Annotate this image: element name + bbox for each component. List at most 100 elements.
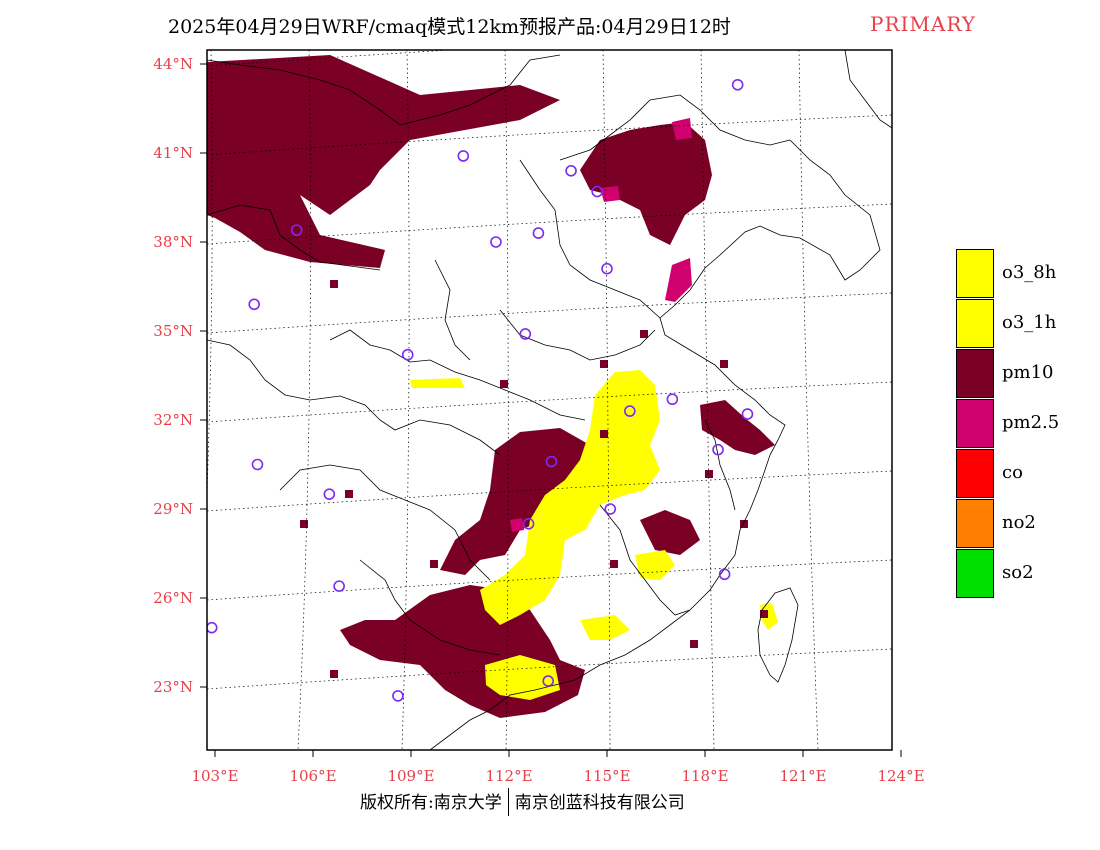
- longitude-line: [897, 50, 922, 750]
- station-marker: [333, 580, 345, 592]
- boundary-line: [844, 50, 892, 129]
- legend-label: o3_8h: [1002, 262, 1057, 283]
- boundary-line: [207, 204, 381, 271]
- legend-item: pm2.5: [956, 399, 1096, 449]
- o3-region: [580, 615, 630, 640]
- axis-labels: 44°N 41°N 38°N 35°N 32°N 29°N 26°N 23°N 103°E 106…: [153, 55, 924, 785]
- legend-label: pm2.5: [1002, 412, 1060, 433]
- graticule: [207, 50, 922, 750]
- boundary-line: [519, 159, 661, 319]
- station-marker: [251, 458, 264, 471]
- pm10-pixel: [430, 560, 438, 568]
- boundary-line: [279, 464, 491, 581]
- station-marker: [290, 224, 303, 236]
- legend-item: no2: [956, 499, 1096, 549]
- pm10-region: [207, 55, 560, 268]
- map-title: 2025年04月29日WRF/cmaq模式12km预报产品:04月29日12时: [168, 16, 731, 38]
- longitude-line: [297, 50, 311, 750]
- lat-label: 23°N: [153, 678, 193, 696]
- pm10-pixel: [690, 640, 698, 648]
- boundary-line: [429, 139, 881, 750]
- pm10-pixel: [330, 280, 338, 288]
- longitude-line: [207, 50, 213, 502]
- legend-label: no2: [1002, 512, 1036, 533]
- legend-swatch: [956, 449, 994, 498]
- pm10-pixel: [610, 560, 618, 568]
- station-marker: [545, 455, 558, 468]
- pm10-pixel: [720, 360, 728, 368]
- pollutant-legend: o3_8h o3_1h pm10 pm2.5 co no2 so2: [956, 249, 1096, 599]
- station-marker: [731, 78, 744, 91]
- legend-swatch: [956, 299, 994, 348]
- o3-region: [410, 378, 465, 388]
- boundary-line: [329, 329, 586, 421]
- boundary-line: [599, 504, 691, 616]
- pm10-region: [640, 510, 700, 555]
- legend-swatch: [956, 499, 994, 548]
- lat-label: 35°N: [153, 322, 193, 340]
- pm10-pixel: [330, 670, 338, 678]
- station-marker: [624, 405, 636, 417]
- latitude-line: [207, 203, 892, 245]
- lat-label: 26°N: [153, 589, 193, 607]
- longitude-line: [401, 50, 410, 750]
- o3-region: [760, 603, 778, 630]
- station-marker: [741, 408, 754, 420]
- pm10-pixel: [705, 470, 713, 478]
- lon-label: 115°E: [583, 767, 630, 785]
- latitude-line: [207, 470, 892, 512]
- copyright-right: 南京创蓝科技有限公司: [514, 793, 685, 813]
- boundary-line: [434, 259, 471, 361]
- boundary-line: [207, 54, 561, 126]
- boundary-layer: [207, 50, 892, 750]
- lat-label: 38°N: [153, 233, 193, 251]
- lon-label: 118°E: [681, 767, 728, 785]
- boundary-line: [757, 587, 799, 683]
- legend-item: pm10: [956, 349, 1096, 399]
- station-marker: [565, 165, 577, 177]
- longitude-line: [504, 50, 509, 750]
- station-marker: [522, 518, 535, 530]
- boundary-line: [559, 94, 791, 161]
- legend-item: co: [956, 449, 1096, 499]
- latitude-line: [207, 648, 892, 690]
- station-marker: [323, 488, 336, 500]
- pollution-layer: [207, 55, 778, 718]
- footer-divider: [507, 788, 509, 816]
- pm10-region: [580, 122, 712, 245]
- longitude-line: [602, 50, 611, 750]
- lat-label: 41°N: [153, 144, 193, 162]
- lon-label: 121°E: [779, 767, 826, 785]
- lat-label: 29°N: [153, 500, 193, 518]
- legend-item: o3_1h: [956, 299, 1096, 349]
- pm10-pixel: [500, 380, 508, 388]
- lon-label: 109°E: [387, 767, 434, 785]
- legend-swatch: [956, 399, 994, 448]
- pm10-region: [700, 400, 775, 455]
- pm10-pixel: [760, 610, 768, 618]
- pm25-region: [672, 118, 692, 140]
- pm10-pixel: [520, 450, 528, 458]
- station-marker: [542, 675, 555, 687]
- pm10-pixel: [600, 430, 608, 438]
- lon-label: 112°E: [485, 767, 532, 785]
- lat-label: 32°N: [153, 411, 193, 429]
- station-marker: [666, 393, 679, 406]
- pm10-pixel: [300, 520, 308, 528]
- station-marker: [207, 621, 218, 634]
- pm10-pixel: [640, 330, 648, 338]
- boundary-line: [499, 309, 656, 361]
- pm10-pixel: [345, 490, 353, 498]
- legend-label: co: [1002, 462, 1023, 483]
- station-marker: [601, 262, 613, 275]
- lon-label: 124°E: [877, 767, 924, 785]
- pm10-pixel: [600, 360, 608, 368]
- station-layer: [207, 78, 754, 702]
- boundary-line: [704, 419, 736, 511]
- legend-swatch: [956, 249, 994, 298]
- latitude-line: [207, 381, 892, 423]
- primary-tag: PRIMARY: [870, 12, 976, 36]
- pm10-region: [440, 428, 600, 575]
- latitude-line: [207, 559, 892, 601]
